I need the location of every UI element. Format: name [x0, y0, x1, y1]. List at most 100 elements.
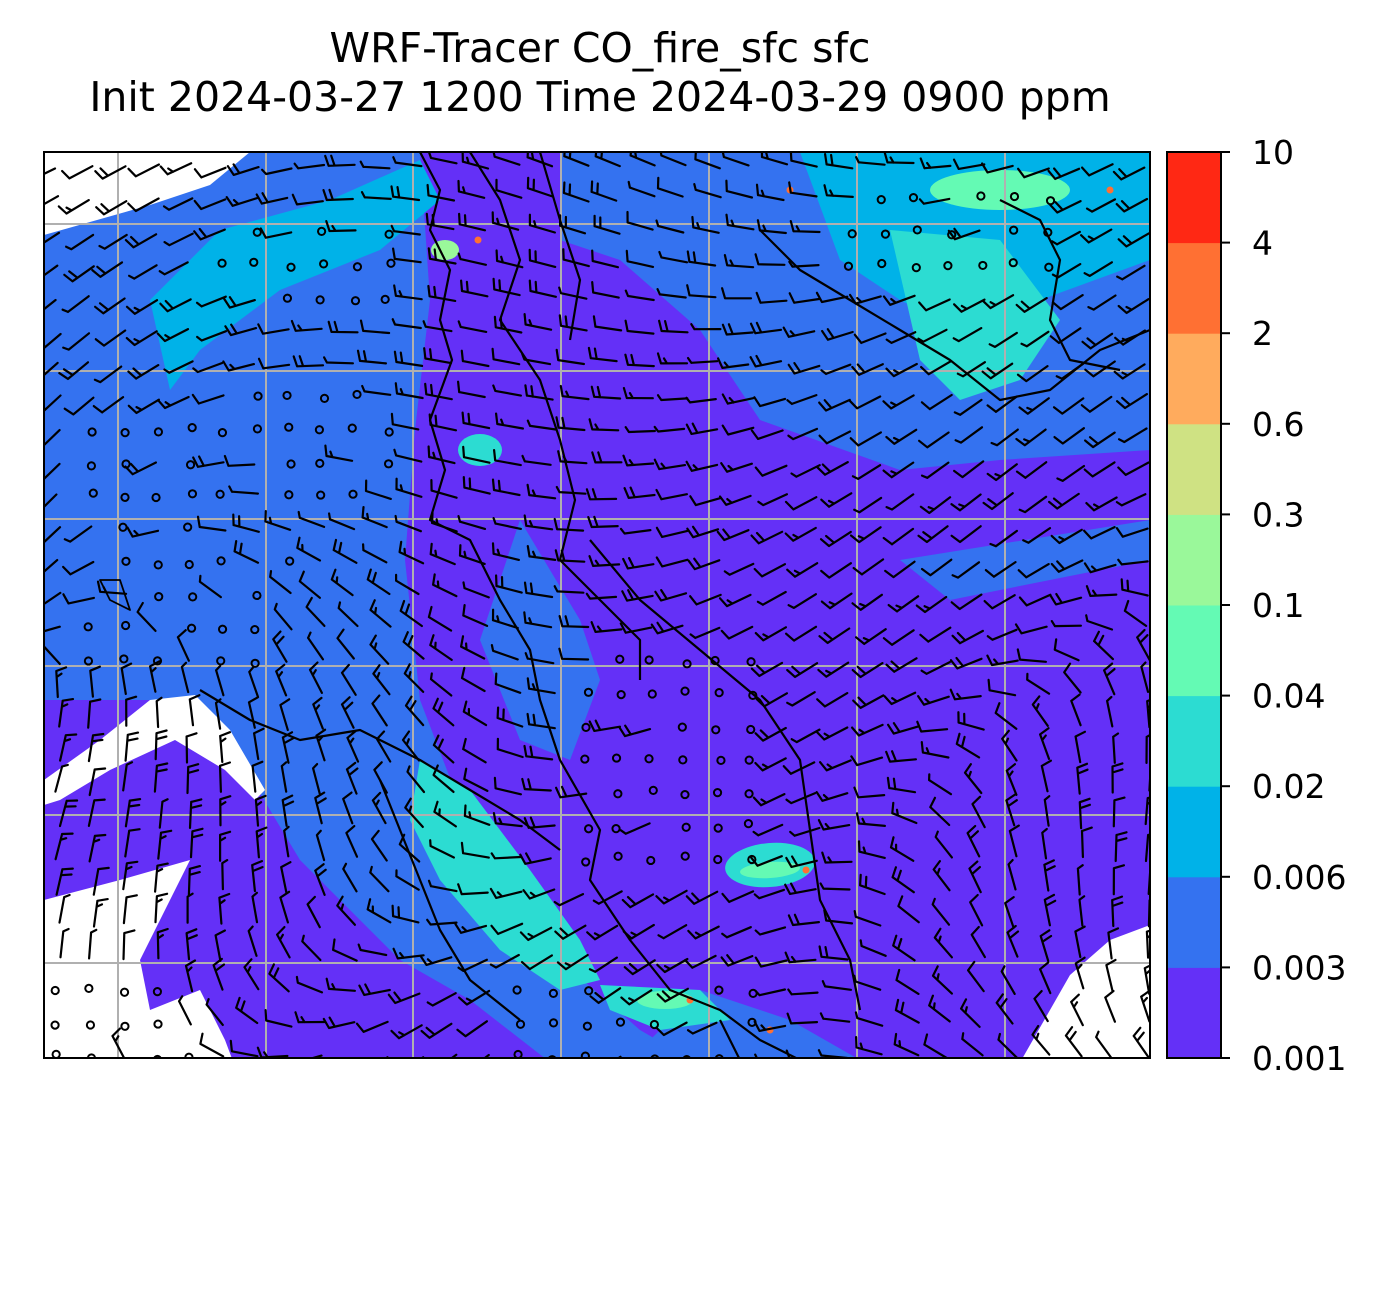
- wind-barb: [523, 313, 553, 331]
- wind-barb: [620, 989, 653, 1006]
- wind-barb: [1114, 831, 1128, 863]
- wind-barb: [920, 741, 950, 759]
- fire-hotspot-1: [1106, 186, 1114, 194]
- wind-barb: [1112, 864, 1125, 896]
- wind-barb: [752, 793, 786, 807]
- calm-wind-circle: [217, 428, 228, 438]
- wind-barb: [158, 261, 189, 276]
- wind-barb: [889, 836, 915, 862]
- wind-barb: [1118, 427, 1148, 444]
- colorbar-tick-label-3: 0.02: [1252, 767, 1325, 806]
- wind-barb: [492, 277, 521, 297]
- calm-wind-circle: [217, 624, 228, 634]
- wind-barb: [956, 361, 986, 378]
- wind-barb: [1117, 298, 1150, 314]
- wind-barb: [432, 734, 455, 764]
- wind-barb: [1043, 795, 1051, 827]
- wind-barb: [493, 449, 522, 467]
- calm-wind-circle: [386, 258, 396, 268]
- wind-barb: [295, 975, 324, 994]
- wind-barb: [361, 506, 388, 529]
- calm-wind-circle: [215, 489, 225, 499]
- wind-barb: [124, 828, 141, 858]
- wind-barb: [691, 215, 720, 234]
- wind-barb: [818, 945, 849, 961]
- wind-barb: [717, 357, 750, 369]
- wind-barb: [1039, 727, 1051, 760]
- wind-barb: [432, 764, 455, 793]
- wind-barb: [1095, 1030, 1113, 1058]
- wind-barb: [191, 393, 225, 405]
- wind-barb: [988, 331, 1018, 348]
- wind-barb: [884, 560, 916, 579]
- wind-barb: [87, 798, 106, 827]
- wind-barb: [392, 247, 422, 264]
- wind-barb: [1093, 630, 1114, 661]
- wind-barb: [87, 732, 105, 763]
- wind-barb: [788, 181, 818, 198]
- wind-barb: [251, 891, 259, 924]
- wind-barb: [195, 295, 227, 308]
- wind-barb: [457, 252, 487, 266]
- wind-barb: [127, 364, 160, 380]
- wind-barb: [357, 943, 388, 957]
- wind-barb: [725, 213, 755, 231]
- wind-barb: [1111, 895, 1124, 928]
- wind-barb: [360, 191, 392, 200]
- wind-barb: [718, 494, 752, 506]
- wind-barb: [720, 954, 754, 967]
- wind-barb: [623, 959, 656, 976]
- calm-wind-circle: [151, 492, 161, 503]
- wind-barb: [491, 608, 519, 630]
- wind-barb: [456, 1020, 488, 1038]
- wind-barb: [694, 152, 721, 170]
- wind-barb: [966, 824, 981, 858]
- wind-barb: [1018, 397, 1050, 415]
- wind-barb: [587, 515, 619, 529]
- wind-barb: [228, 485, 259, 495]
- calm-wind-circle: [249, 257, 259, 267]
- wind-barb: [63, 265, 95, 283]
- calm-wind-circle: [682, 1055, 692, 1058]
- calm-wind-circle: [352, 389, 362, 400]
- calm-wind-circle: [121, 556, 131, 566]
- wind-barb: [283, 825, 290, 858]
- wind-barb: [819, 759, 852, 772]
- wind-barb: [156, 927, 169, 960]
- calm-wind-circle: [188, 592, 198, 602]
- wind-barb: [127, 197, 160, 213]
- wind-barb: [1083, 526, 1116, 540]
- wind-barb: [297, 510, 326, 528]
- wind-barb: [276, 926, 291, 959]
- wind-barb: [312, 696, 324, 730]
- calm-wind-circle: [285, 556, 295, 566]
- wind-barb: [882, 294, 916, 306]
- wind-barb: [430, 479, 458, 499]
- wind-barb: [755, 692, 788, 708]
- wind-barb: [89, 665, 101, 698]
- wind-barb: [342, 791, 354, 825]
- title-line-1: WRF-Tracer CO_fire_sfc sfc: [329, 24, 871, 72]
- wind-barb: [883, 691, 917, 706]
- wind-barb: [785, 855, 818, 868]
- wind-barb: [346, 730, 360, 763]
- wind-barb: [526, 419, 557, 431]
- wind-barb: [460, 279, 489, 298]
- wind-barb: [627, 180, 656, 198]
- wind-barb: [463, 804, 491, 826]
- wind-barb: [585, 488, 618, 501]
- wind-barb: [882, 527, 915, 546]
- wind-barb: [136, 601, 157, 632]
- calm-wind-circle: [83, 622, 93, 632]
- wind-barb: [685, 890, 719, 905]
- wind-barb: [685, 396, 717, 404]
- wind-barb: [337, 601, 359, 628]
- wind-barb: [1050, 528, 1083, 545]
- colorbar-bin-3: [1167, 695, 1221, 787]
- wind-barb: [524, 652, 555, 665]
- wind-barb: [917, 525, 949, 544]
- wind-barb: [215, 664, 225, 697]
- wind-barb: [120, 662, 133, 695]
- colorbar-tick-label-5: 0.1: [1252, 586, 1304, 625]
- wind-barb: [1049, 327, 1082, 344]
